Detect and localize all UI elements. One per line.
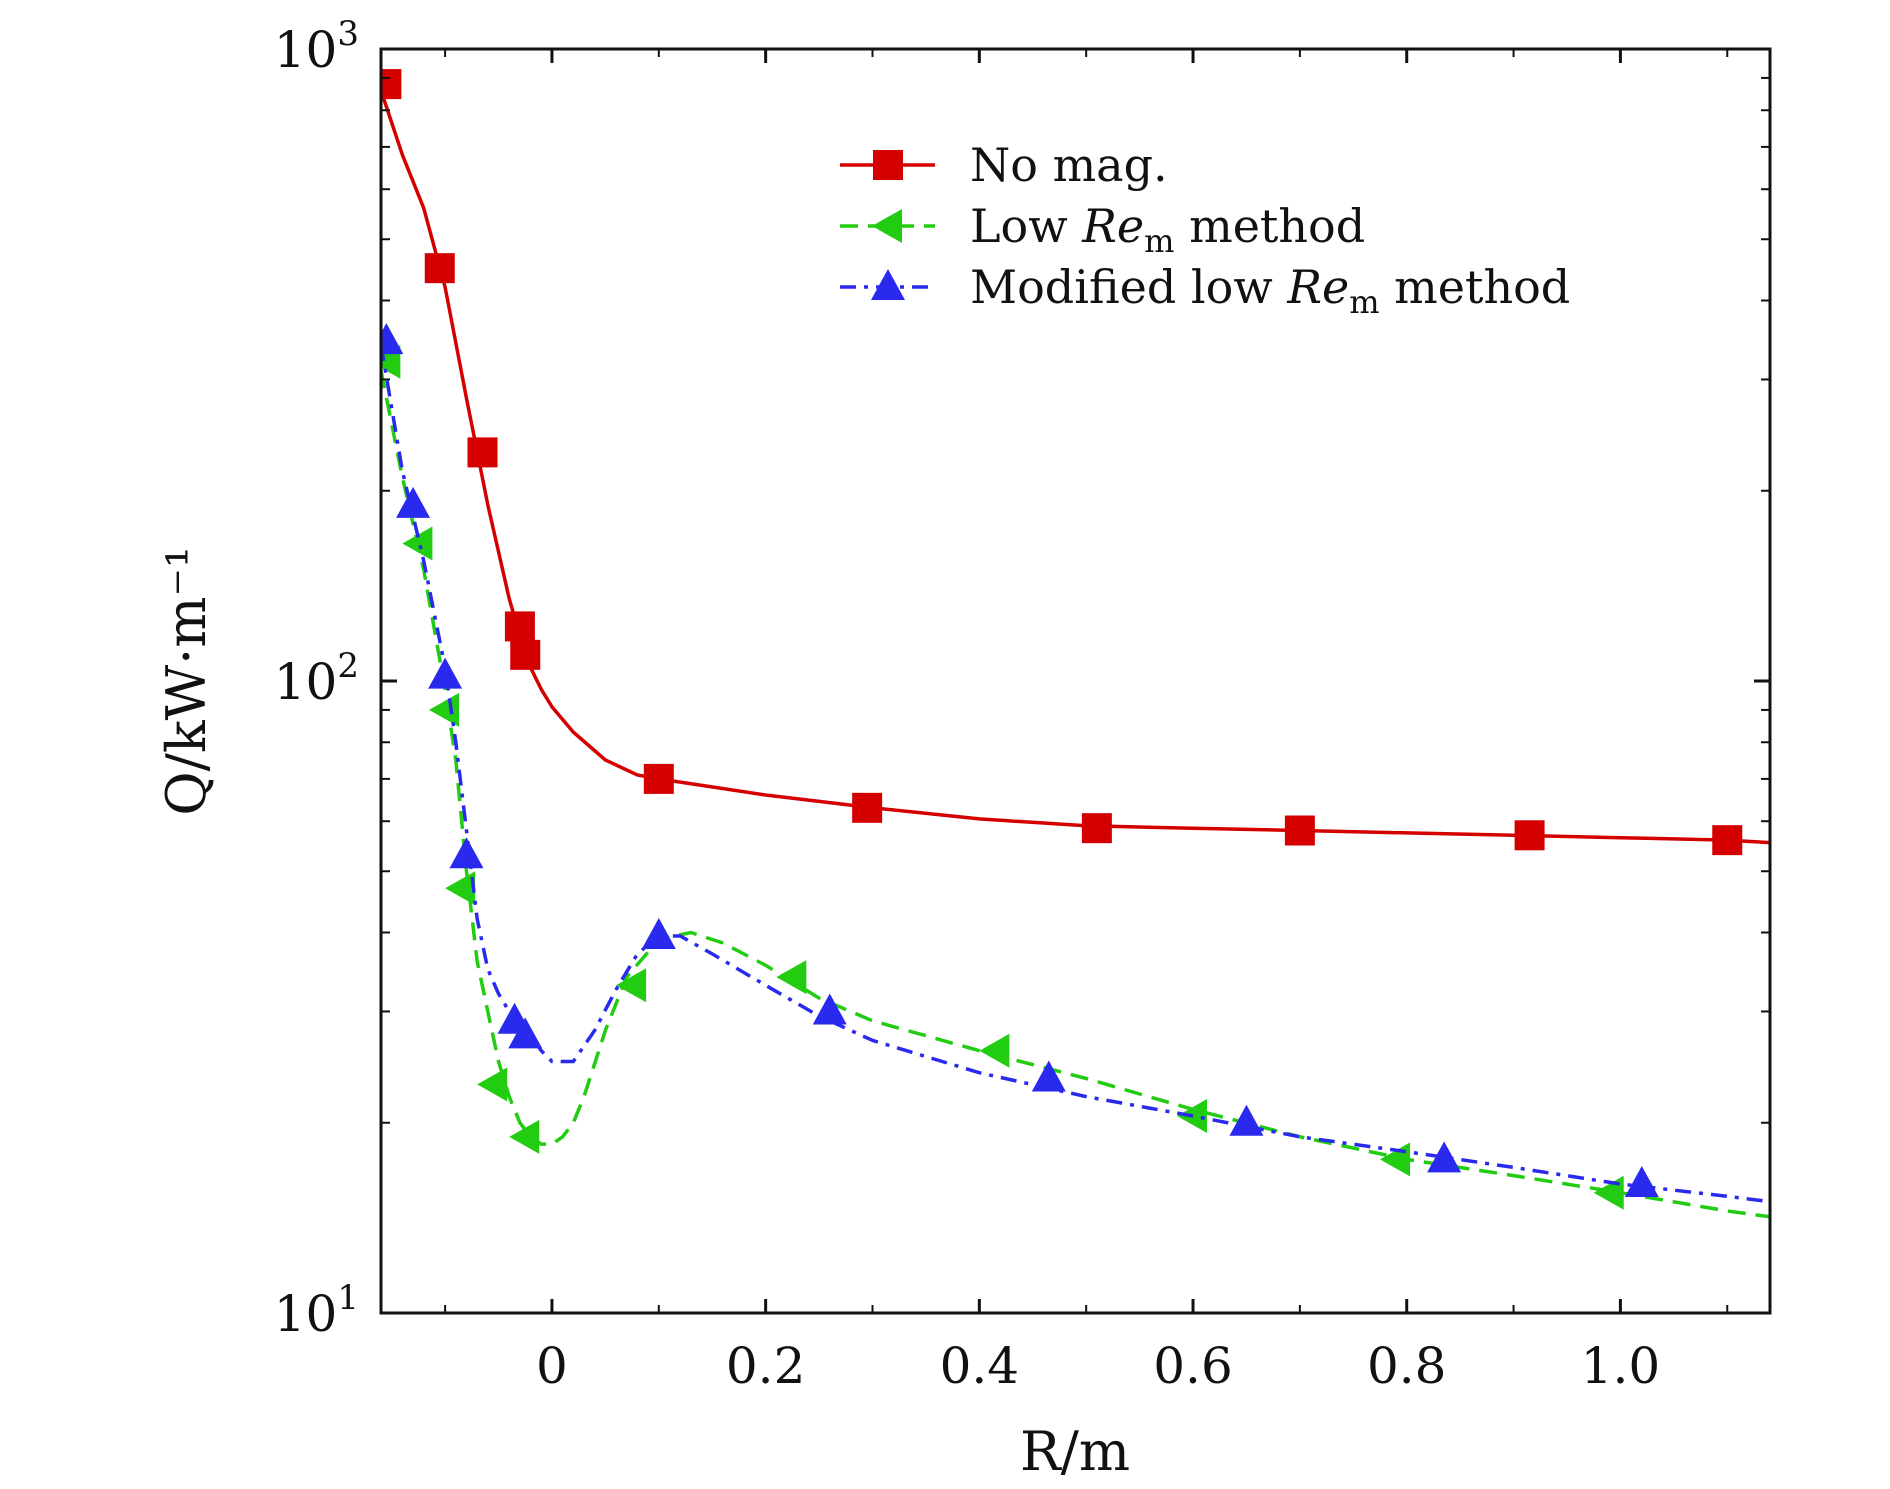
data-point-marker xyxy=(508,1017,543,1049)
data-point-marker xyxy=(1427,1141,1462,1173)
y-tick-label: 103 xyxy=(274,14,359,79)
data-point-marker xyxy=(776,960,807,995)
series-line xyxy=(381,370,1770,1219)
data-point-marker xyxy=(509,1119,540,1154)
data-point-marker xyxy=(424,253,455,284)
labels-layer: R/m Q/kW·m⁻¹ xyxy=(155,546,1130,1483)
data-point-marker xyxy=(979,1033,1010,1068)
data-point-marker xyxy=(616,968,647,1003)
data-point-marker xyxy=(643,763,674,794)
y-tick-label: 101 xyxy=(274,1278,359,1343)
data-point-marker xyxy=(852,792,883,823)
series-1 xyxy=(381,344,1770,1219)
y-axis-label: Q/kW·m⁻¹ xyxy=(155,546,218,815)
data-point-marker xyxy=(381,69,402,100)
data-point-marker xyxy=(445,871,476,906)
data-point-marker xyxy=(429,692,460,727)
legend-item: Modified low Rem method xyxy=(840,260,1570,321)
data-point-marker xyxy=(510,639,541,670)
data-point-marker xyxy=(428,657,463,689)
legend-marker xyxy=(873,150,903,180)
data-point-marker xyxy=(1514,820,1545,851)
data-point-marker xyxy=(1712,825,1743,856)
legend-label: Modified low Rem method xyxy=(970,260,1570,321)
ticks-layer: 0 0.2 0.4 0.6 0.8 1.0 101 102 103 xyxy=(274,14,1770,1395)
legend-marker xyxy=(871,269,905,300)
legend-label: Low Rem method xyxy=(970,199,1365,260)
series-line xyxy=(381,89,1770,845)
data-point-marker xyxy=(1081,813,1112,844)
x-tick-label: 0.8 xyxy=(1367,1337,1447,1395)
data-point-marker xyxy=(1284,815,1315,846)
legend-item: No mag. xyxy=(840,138,1168,192)
legend-label: No mag. xyxy=(970,138,1168,192)
data-point-marker xyxy=(1380,1142,1411,1177)
x-tick-label: 0.6 xyxy=(1153,1337,1233,1395)
data-point-marker xyxy=(1624,1165,1659,1197)
data-point-marker xyxy=(402,526,433,561)
data-point-marker xyxy=(396,486,431,518)
y-tick-label: 102 xyxy=(274,646,359,711)
x-axis-label: R/m xyxy=(1020,1420,1130,1483)
data-point-marker xyxy=(381,323,404,355)
legend-marker xyxy=(872,209,902,243)
data-point-marker xyxy=(477,1067,508,1102)
data-point-marker xyxy=(812,993,847,1025)
series-0 xyxy=(381,69,1770,856)
legend-item: Low Rem method xyxy=(840,199,1365,260)
series-line xyxy=(381,344,1770,1204)
x-tick-label: 0.4 xyxy=(940,1337,1020,1395)
x-tick-label: 0 xyxy=(536,1337,568,1395)
series-layer xyxy=(381,69,1770,1219)
x-tick-label: 1.0 xyxy=(1581,1337,1661,1395)
series-2 xyxy=(381,323,1770,1204)
data-point-marker xyxy=(449,837,484,869)
data-point-marker xyxy=(641,917,676,949)
x-tick-label: 0.2 xyxy=(726,1337,806,1395)
data-point-marker xyxy=(1031,1060,1066,1092)
data-point-marker xyxy=(504,611,535,642)
data-point-marker xyxy=(467,437,498,468)
data-point-marker xyxy=(1229,1104,1264,1136)
